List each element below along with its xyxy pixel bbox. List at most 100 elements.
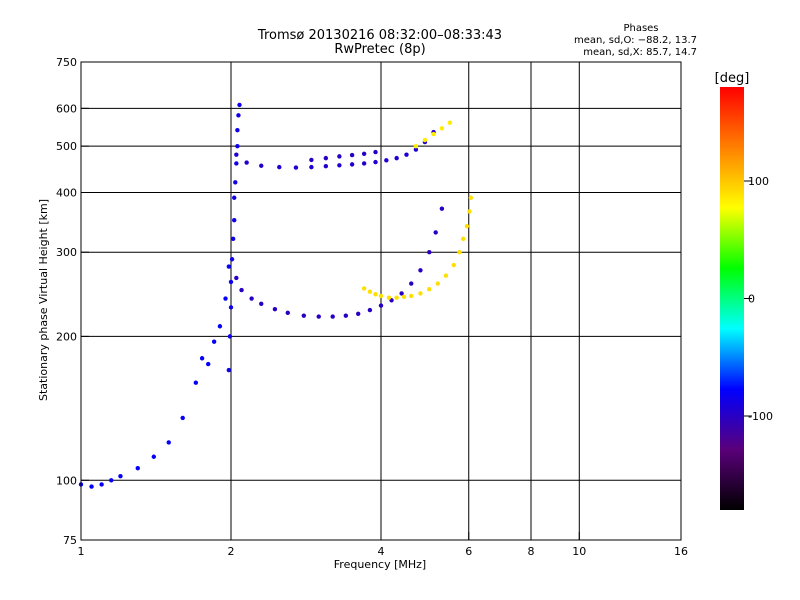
data-point bbox=[384, 158, 389, 163]
x-tick-labels: 1 2 4 6 8 10 16 bbox=[78, 545, 689, 558]
data-point bbox=[285, 310, 290, 316]
x-tick-label: 6 bbox=[465, 545, 472, 558]
y-tick-label: 600 bbox=[56, 102, 77, 115]
data-point bbox=[259, 301, 264, 306]
chart-subtitle: RwPretec (8p) bbox=[334, 42, 425, 57]
y-tick-label: 500 bbox=[56, 140, 77, 153]
data-point bbox=[151, 454, 157, 459]
data-point bbox=[439, 126, 445, 131]
y-tick-label: 200 bbox=[56, 330, 77, 343]
data-point bbox=[199, 356, 205, 361]
data-point bbox=[316, 314, 321, 319]
data-point bbox=[367, 307, 373, 313]
data-point bbox=[230, 236, 236, 242]
data-point bbox=[330, 314, 335, 319]
data-point bbox=[433, 230, 438, 235]
phases-x-stats: mean, sd,X: 85.7, 14.7 bbox=[583, 47, 697, 58]
data-point bbox=[427, 250, 432, 255]
data-point bbox=[118, 473, 123, 479]
y-tick-label: 75 bbox=[63, 534, 77, 547]
data-point bbox=[404, 152, 409, 157]
x-tick-label: 16 bbox=[674, 545, 688, 558]
data-point bbox=[166, 440, 171, 445]
y-tick-label: 400 bbox=[56, 186, 77, 199]
data-point bbox=[323, 155, 329, 161]
data-point bbox=[232, 218, 237, 223]
data-point bbox=[349, 162, 355, 167]
data-point bbox=[361, 286, 367, 291]
data-point bbox=[309, 157, 314, 163]
colorbar-tick-label: 100 bbox=[748, 175, 769, 188]
data-point bbox=[409, 281, 414, 286]
data-point bbox=[418, 268, 423, 273]
data-point bbox=[373, 149, 378, 155]
colorbar-ticks: -100 0 100 bbox=[744, 175, 773, 423]
data-point bbox=[323, 164, 329, 169]
data-point bbox=[180, 415, 185, 421]
colorbar-tick-label: 0 bbox=[748, 293, 755, 306]
data-points bbox=[78, 102, 474, 489]
data-point bbox=[373, 292, 378, 297]
data-point bbox=[378, 303, 384, 308]
y-axis-label: Stationary phase Virtual Height [km] bbox=[37, 199, 50, 401]
data-point bbox=[272, 306, 278, 312]
data-point bbox=[467, 209, 472, 214]
data-point bbox=[435, 281, 440, 286]
data-point bbox=[217, 324, 223, 329]
data-point bbox=[337, 163, 342, 168]
data-point bbox=[235, 143, 240, 149]
data-point bbox=[193, 380, 199, 385]
data-point bbox=[349, 152, 355, 158]
data-point bbox=[427, 287, 432, 292]
data-point bbox=[234, 152, 239, 157]
colorbar bbox=[720, 87, 744, 510]
data-point bbox=[431, 131, 436, 137]
data-point bbox=[409, 293, 414, 299]
data-point bbox=[443, 273, 449, 278]
data-point bbox=[232, 195, 237, 200]
data-point bbox=[233, 180, 238, 185]
data-point bbox=[422, 137, 428, 143]
data-point bbox=[468, 195, 474, 200]
data-point bbox=[447, 120, 453, 125]
data-point bbox=[399, 291, 404, 296]
data-point bbox=[226, 264, 232, 269]
data-point bbox=[394, 155, 399, 161]
data-point bbox=[259, 163, 264, 168]
data-point bbox=[367, 289, 373, 294]
y-tick-label: 100 bbox=[56, 474, 77, 487]
data-point bbox=[355, 311, 361, 316]
x-tick-label: 1 bbox=[78, 545, 85, 558]
data-point bbox=[227, 334, 233, 339]
y-tick-label: 300 bbox=[56, 246, 77, 259]
colorbar-tick-label: -100 bbox=[748, 410, 773, 423]
data-point bbox=[464, 224, 470, 229]
data-point bbox=[418, 291, 423, 296]
data-point bbox=[386, 295, 392, 300]
grid-lines bbox=[81, 62, 681, 540]
data-point bbox=[239, 287, 244, 293]
data-point bbox=[244, 160, 249, 165]
data-point bbox=[373, 159, 378, 165]
data-point bbox=[237, 102, 242, 108]
data-point bbox=[226, 367, 232, 373]
data-point bbox=[413, 143, 419, 149]
x-tick-label: 10 bbox=[572, 545, 586, 558]
data-point bbox=[228, 305, 234, 310]
phases-o-stats: mean, sd,O: −88.2, 13.7 bbox=[574, 35, 697, 46]
x-tick-label: 4 bbox=[378, 545, 385, 558]
data-point bbox=[457, 250, 462, 255]
data-point bbox=[301, 313, 307, 318]
data-point bbox=[135, 465, 140, 471]
data-point bbox=[249, 296, 254, 301]
data-point bbox=[89, 484, 94, 489]
data-point bbox=[223, 296, 228, 301]
data-point bbox=[439, 206, 445, 211]
data-point bbox=[234, 161, 239, 166]
data-point bbox=[205, 361, 211, 367]
data-point bbox=[211, 339, 217, 344]
data-point bbox=[451, 262, 457, 268]
colorbar-label: [deg] bbox=[715, 71, 750, 86]
